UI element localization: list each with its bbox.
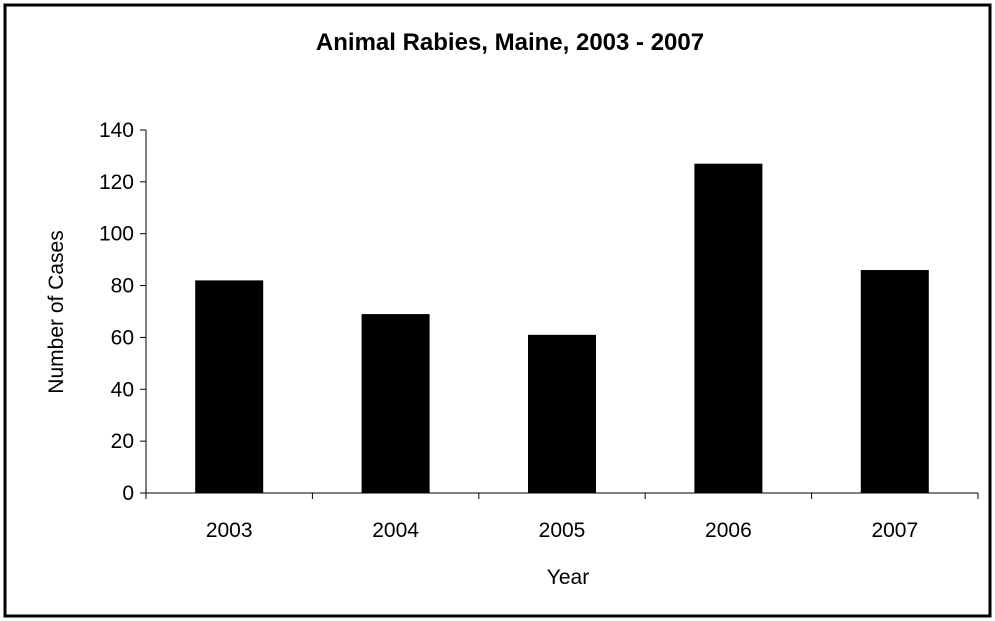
x-axis-label: Year: [547, 566, 589, 589]
x-tick-label: 2004: [372, 519, 419, 542]
y-tick-label: 100: [99, 223, 134, 246]
bar-2007: [860, 270, 929, 493]
x-axis-ticks: 2003 2004 2005 2006 2007: [145, 493, 979, 542]
y-tick-label: 0: [122, 482, 134, 505]
bars-group: [195, 163, 929, 493]
bar-2003: [195, 280, 264, 493]
x-tick-label: 2005: [539, 519, 586, 542]
y-tick-label: 60: [111, 326, 134, 349]
y-tick-label: 20: [111, 430, 134, 453]
y-tick-label: 40: [111, 378, 134, 401]
bar-2006: [694, 163, 763, 493]
y-tick-label: 80: [111, 275, 134, 298]
x-tick-label: 2003: [206, 519, 253, 542]
bar-2005: [528, 334, 596, 493]
x-tick-label: 2006: [705, 519, 752, 542]
chart-title: Animal Rabies, Maine, 2003 - 2007: [316, 29, 704, 56]
x-tick-label: 2007: [871, 519, 918, 542]
bar-2004: [361, 314, 430, 493]
y-tick-label: 140: [99, 119, 134, 142]
y-tick-label: 120: [99, 171, 134, 194]
y-axis-label: Number of Cases: [45, 230, 68, 393]
chart-border: [3, 3, 992, 618]
y-axis-ticks: 0 20 40 60 80 100 120 140: [99, 119, 146, 505]
